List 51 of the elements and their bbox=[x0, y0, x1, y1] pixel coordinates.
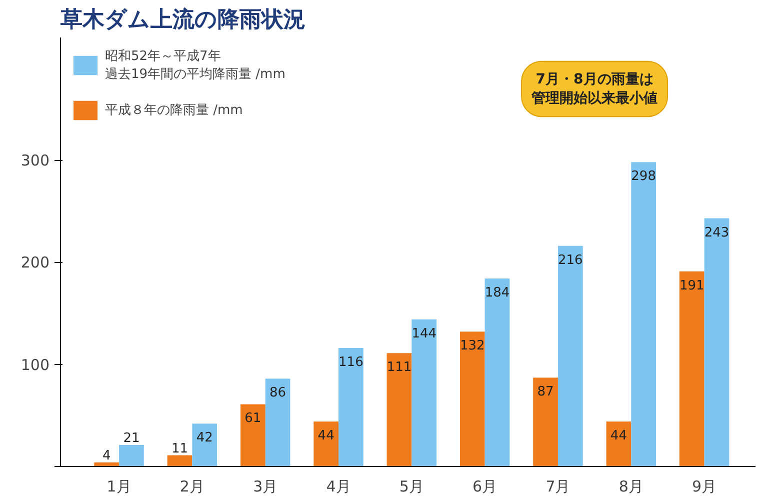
data-label: 111 bbox=[386, 360, 412, 376]
bar bbox=[679, 271, 704, 466]
bar bbox=[460, 332, 485, 466]
bar bbox=[484, 278, 510, 466]
bar bbox=[558, 246, 583, 466]
bar bbox=[119, 445, 144, 466]
bar bbox=[314, 422, 338, 466]
data-label: 87 bbox=[537, 384, 554, 400]
data-label: 243 bbox=[704, 225, 730, 240]
data-label: 144 bbox=[412, 326, 437, 342]
bar bbox=[338, 348, 364, 466]
legend-label: 昭和52年～平成7年過去19年間の平均降雨量 /mm bbox=[105, 48, 286, 83]
x-tick-label: 2月 bbox=[180, 478, 204, 496]
bar bbox=[533, 378, 558, 466]
bar bbox=[265, 378, 290, 466]
x-tick-label: 8月 bbox=[618, 478, 644, 496]
data-label: 44 bbox=[318, 428, 334, 444]
bar bbox=[631, 162, 656, 466]
y-tick-label: 300 bbox=[20, 152, 50, 170]
bar bbox=[240, 404, 266, 466]
data-label: 184 bbox=[484, 286, 510, 301]
bar bbox=[167, 455, 192, 466]
data-label: 44 bbox=[610, 428, 627, 444]
bar bbox=[386, 353, 412, 466]
bar bbox=[704, 218, 730, 466]
x-tick-label: 1月 bbox=[106, 478, 132, 496]
chart-title: 草木ダム上流の降雨状況 bbox=[60, 6, 306, 32]
data-label: 116 bbox=[338, 355, 364, 370]
y-tick-label: 100 bbox=[20, 356, 50, 374]
data-label: 11 bbox=[171, 441, 188, 456]
legend-label: 平成８年の降雨量 /mm bbox=[105, 102, 243, 120]
data-label: 191 bbox=[679, 278, 704, 294]
data-label: 216 bbox=[558, 252, 583, 268]
data-label: 298 bbox=[631, 169, 656, 184]
x-tick-label: 4月 bbox=[326, 478, 351, 496]
x-tick-label: 9月 bbox=[692, 478, 717, 496]
bar bbox=[606, 422, 632, 466]
bar bbox=[412, 319, 437, 466]
data-label: 132 bbox=[460, 338, 485, 354]
data-label: 61 bbox=[244, 411, 262, 426]
y-tick-label: 200 bbox=[20, 254, 50, 272]
data-label: 21 bbox=[123, 431, 140, 446]
x-tick-label: 7月 bbox=[546, 478, 570, 496]
data-label: 86 bbox=[270, 386, 286, 401]
x-tick-label: 6月 bbox=[472, 478, 498, 496]
x-tick-label: 5月 bbox=[399, 478, 424, 496]
data-label: 42 bbox=[196, 430, 213, 446]
data-label: 4 bbox=[102, 448, 111, 464]
annotation: 7月・8月の雨量は管理開始以来最小値 bbox=[530, 71, 658, 107]
bar bbox=[192, 424, 218, 466]
x-tick-label: 3月 bbox=[253, 478, 278, 496]
